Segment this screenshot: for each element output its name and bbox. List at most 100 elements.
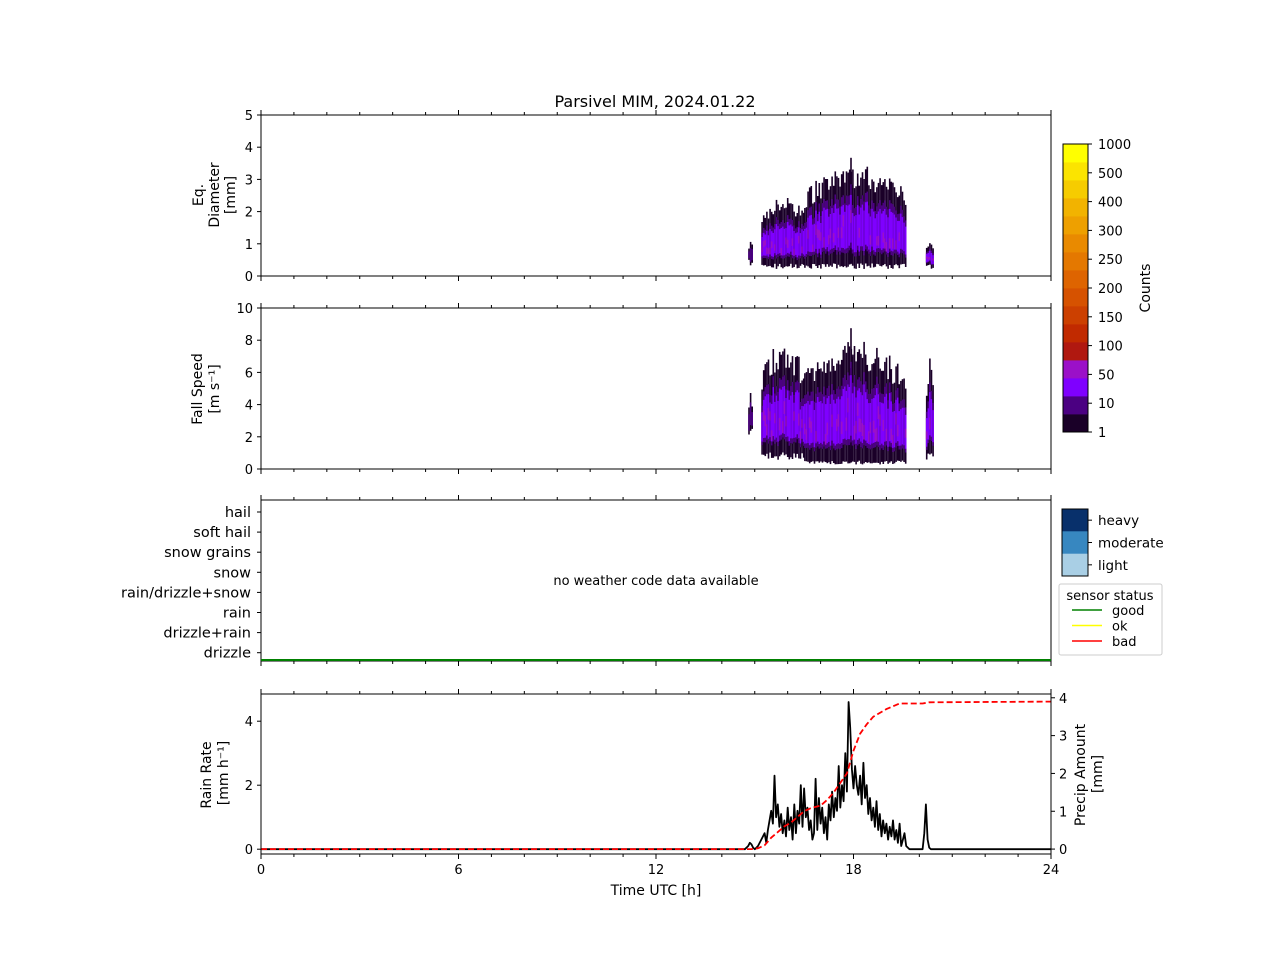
heatmap-column-core	[871, 398, 873, 444]
status-label: good	[1112, 604, 1144, 619]
heatmap-column-peak	[782, 421, 784, 434]
heatmap-column-core	[823, 396, 825, 442]
heatmap-column-core	[842, 388, 845, 440]
heatmap-column-core	[802, 406, 805, 442]
heatmap-column-core	[767, 235, 770, 257]
heatmap-column-core	[796, 232, 799, 258]
heatmap-column-core	[851, 393, 854, 441]
heatmap-column-peak	[764, 239, 767, 246]
heatmap-column-peak	[766, 424, 768, 436]
precip-amount-y-ticks: 0 1 2 3 4	[1051, 692, 1067, 858]
heatmap-column-peak	[898, 232, 901, 242]
heatmap-column-core	[896, 397, 899, 442]
diameter-x-ticks	[260, 110, 1052, 281]
heatmap-column-core	[901, 407, 904, 445]
heatmap-column-core	[793, 231, 795, 256]
heatmap-column-core	[888, 393, 891, 442]
heatmap-column-core	[845, 390, 848, 440]
heatmap-column-peak	[816, 229, 819, 238]
heatmap-column-peak	[847, 397, 849, 413]
diameter-panel: 0 1 2 3 4 5 Eq. Diameter [mm]	[191, 109, 1052, 285]
heatmap-column-peak	[831, 414, 833, 427]
colorbar-cell	[1063, 342, 1088, 361]
y-tick-label: 4	[245, 715, 253, 730]
rain-rate-ylabel-line2: [mm h⁻¹]	[216, 741, 232, 806]
heatmap-column-core	[860, 392, 862, 442]
heatmap-column-peak	[869, 235, 872, 245]
heatmap-column-peak	[786, 239, 789, 248]
fall-speed-heatmap	[748, 328, 934, 465]
no-data-message: no weather code data available	[553, 574, 758, 589]
fall-speed-panel: 0 2 4 6 8 10 Fall Speed [m s⁻¹]	[190, 302, 1052, 478]
heatmap-column-peak	[837, 414, 840, 427]
intensity-cell-moderate	[1062, 531, 1088, 554]
heatmap-column-core	[901, 217, 904, 250]
colorbar-tick-label: 1000	[1098, 138, 1131, 153]
heatmap-column-peak	[925, 256, 928, 259]
colorbar-tick-label: 50	[1098, 368, 1115, 383]
y2-tick-label: 4	[1059, 692, 1067, 707]
heatmap-column-core	[839, 399, 841, 445]
weather-code-panel: hail soft hail snow grains snow rain/drizzle…	[121, 495, 1052, 666]
heatmap-column-core	[850, 375, 852, 436]
heatmap-column-peak	[769, 411, 771, 421]
colorbar-cell	[1063, 378, 1088, 397]
colorbar-label: Counts	[1138, 264, 1154, 313]
heatmap-column-core	[869, 216, 872, 252]
figure-title: Parsivel MIM, 2024.01.22	[554, 92, 755, 111]
heatmap-column-peak	[818, 230, 821, 241]
diameter-ylabel-line3: [mm]	[223, 176, 239, 214]
heatmap-column-core	[930, 253, 933, 264]
y-tick-label: 8	[245, 334, 253, 349]
intensity-cell-heavy	[1062, 509, 1088, 532]
heatmap-column-mid	[749, 247, 752, 262]
colorbar-tick-label: 200	[1098, 282, 1123, 297]
weather-code-x-ticks	[260, 495, 1052, 666]
intensity-label: light	[1098, 558, 1128, 574]
y-tick-label: 2	[245, 779, 253, 794]
heatmap-column-peak	[793, 248, 795, 256]
heatmap-column-core	[788, 399, 791, 442]
heatmap-column-core	[861, 204, 864, 247]
heatmap-column-core	[783, 228, 786, 256]
heatmap-column-core	[874, 395, 877, 442]
heatmap-column-peak	[853, 425, 856, 440]
heatmap-column-core	[855, 397, 857, 444]
heatmap-column-core	[777, 226, 779, 254]
heatmap-column-core	[775, 395, 778, 438]
diameter-ylabel-line1: Eq.	[191, 184, 207, 206]
heatmap-column-core	[858, 388, 861, 439]
heatmap-column-peak	[855, 421, 857, 434]
heatmap-column-core	[874, 218, 877, 252]
colorbar-cell	[1063, 360, 1088, 379]
heatmap-column-peak	[858, 227, 861, 238]
heatmap-column-peak	[769, 247, 771, 255]
category-label: drizzle+rain	[163, 626, 251, 642]
category-label: rain	[223, 606, 251, 622]
status-label: ok	[1112, 620, 1128, 635]
heatmap-column-core	[831, 208, 833, 249]
weather-code-categories: hail soft hail snow grains snow rain/drizzle…	[121, 505, 261, 662]
heatmap-column-core	[927, 253, 930, 262]
heatmap-column-peak	[801, 419, 803, 428]
diameter-ylabel-line2: Diameter	[207, 162, 223, 228]
heatmap-column-core	[895, 217, 897, 250]
heatmap-column-core	[794, 392, 797, 438]
heatmap-column-peak	[783, 401, 786, 414]
heatmap-column-peak	[840, 421, 843, 435]
heatmap-column-core	[832, 213, 835, 248]
heatmap-column-core	[880, 402, 883, 444]
fall-speed-y-ticks: 0 2 4 6 8 10	[236, 302, 261, 478]
heatmap-column-core	[884, 208, 886, 248]
heatmap-column-core	[904, 226, 907, 255]
heatmap-column-core	[879, 208, 881, 249]
heatmap-column-core	[799, 233, 802, 256]
heatmap-column-core	[844, 211, 846, 250]
heatmap-column-peak	[876, 236, 878, 246]
heatmap-column-core	[860, 207, 862, 247]
heatmap-column-core	[845, 205, 848, 249]
heatmap-column-peak	[927, 257, 930, 260]
heatmap-column-peak	[845, 417, 848, 431]
